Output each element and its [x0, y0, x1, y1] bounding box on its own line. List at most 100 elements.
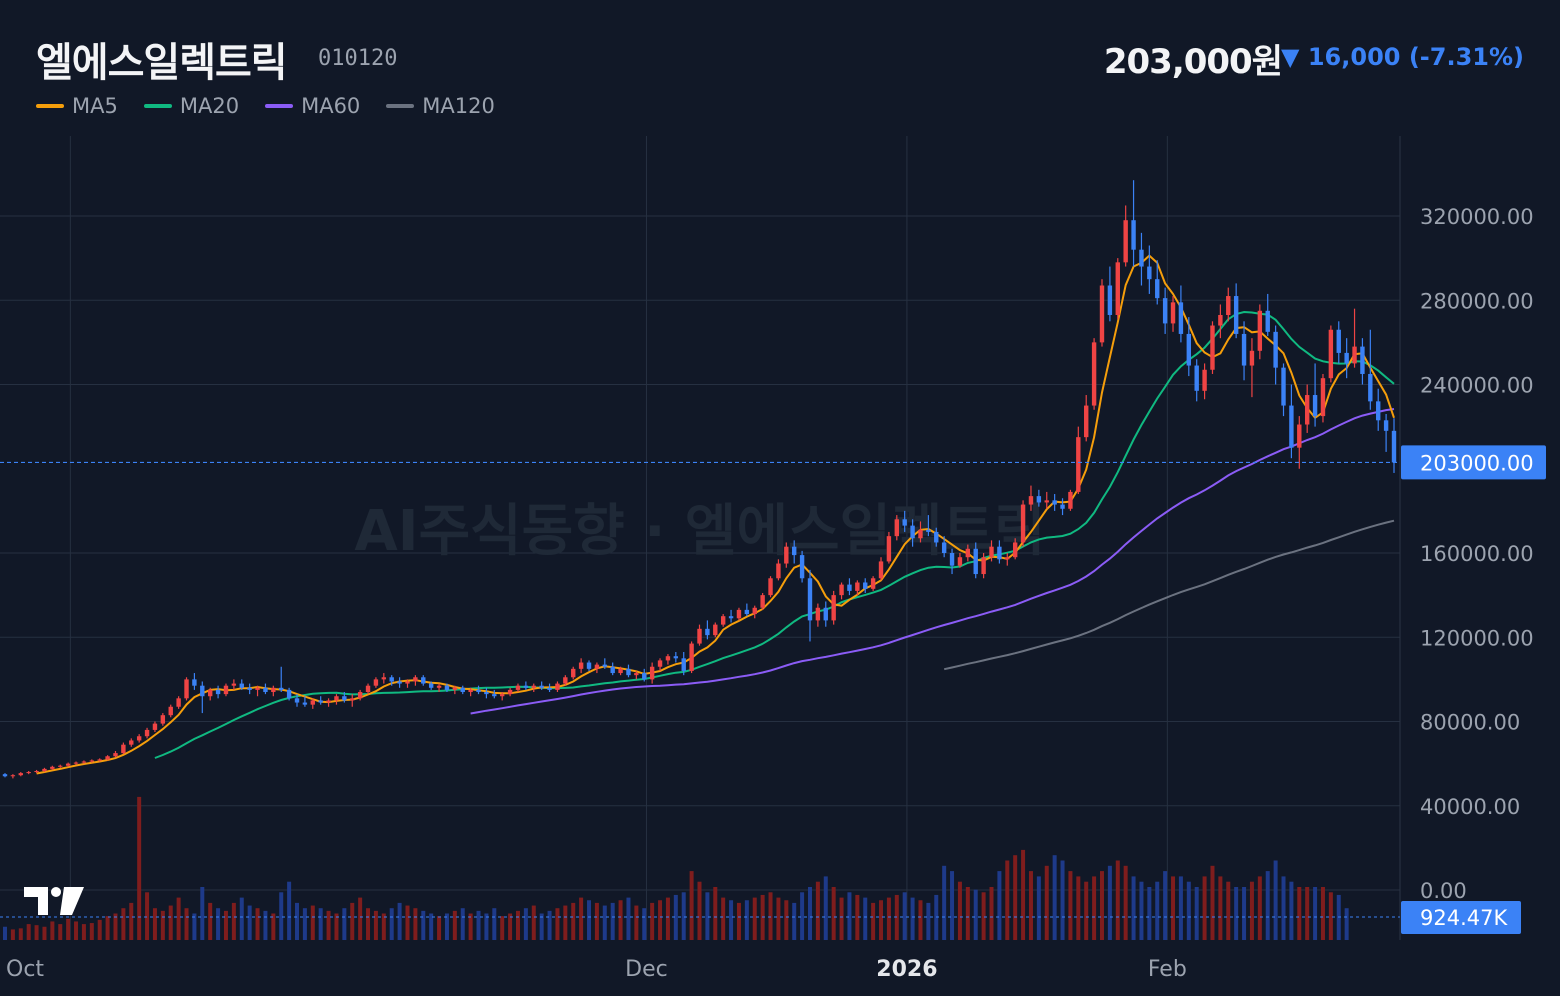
- candle: [286, 687, 292, 701]
- legend-ma5[interactable]: MA5: [36, 94, 118, 118]
- candle: [1155, 260, 1160, 305]
- legend-ma20[interactable]: MA20: [143, 94, 239, 118]
- volume-bar: [989, 887, 994, 940]
- candle-body: [1005, 557, 1010, 560]
- volume-bar: [279, 892, 284, 940]
- volume-bar: [547, 910, 552, 940]
- last-value-markers: 203000.00 924.47K: [0, 445, 1546, 934]
- volume-bar: [1107, 865, 1112, 940]
- candle: [1249, 338, 1255, 398]
- volume-bar: [50, 921, 55, 940]
- candle-body: [223, 685, 229, 695]
- candle-body: [1147, 266, 1152, 280]
- volume-bar: [429, 913, 434, 940]
- candle: [1076, 426, 1081, 495]
- candle-body: [302, 702, 308, 705]
- candle: [105, 755, 110, 761]
- volume-bar: [886, 897, 891, 940]
- candle-body: [736, 609, 742, 619]
- candle: [634, 670, 639, 680]
- candle: [1360, 338, 1365, 385]
- volume-bar: [1344, 908, 1349, 940]
- candle-body: [318, 700, 323, 703]
- legend-ma120[interactable]: MA120: [386, 94, 495, 118]
- candle: [484, 687, 489, 699]
- candle: [1328, 325, 1334, 383]
- candle: [357, 689, 363, 701]
- candle-body: [271, 687, 276, 693]
- candle: [223, 683, 229, 697]
- candle: [523, 681, 529, 690]
- x-tick-label: Feb: [1148, 957, 1187, 982]
- candle: [81, 760, 87, 764]
- volume-bar: [594, 902, 599, 940]
- candle: [1178, 285, 1184, 343]
- candle: [649, 662, 655, 684]
- candle-body: [436, 685, 442, 688]
- candle-body: [1202, 369, 1207, 391]
- candle-body: [160, 715, 166, 724]
- candle: [681, 651, 686, 676]
- candle: [176, 696, 181, 709]
- volume-bar: [121, 908, 126, 940]
- candle: [618, 666, 623, 676]
- candle: [476, 685, 481, 695]
- candle-body: [2, 774, 8, 777]
- y-tick-label: 320000.00: [1420, 205, 1534, 229]
- volume-bar: [1257, 876, 1262, 940]
- ma5-line: [36, 254, 1395, 775]
- candle: [97, 758, 102, 762]
- y-tick-label: 120000.00: [1420, 626, 1534, 650]
- volume-bar: [397, 902, 402, 940]
- volume-bar: [10, 929, 15, 940]
- ma60-line: [470, 408, 1395, 715]
- volume-bar: [1163, 871, 1168, 940]
- candle: [870, 576, 876, 591]
- candle-body: [602, 664, 607, 667]
- candle-body: [673, 656, 679, 659]
- candle-body: [1304, 395, 1310, 425]
- candle-body: [705, 628, 710, 636]
- volume-bar: [302, 908, 307, 940]
- candle-body: [1328, 329, 1334, 379]
- watermark: AI주식동향 · 엘에스일렉트릭: [354, 499, 1045, 564]
- ma20-swatch: [143, 104, 172, 108]
- candle-body: [1123, 220, 1128, 263]
- candle-body: [507, 689, 513, 695]
- candle: [1368, 329, 1373, 410]
- candle-body: [1320, 378, 1326, 417]
- candle-body: [1297, 424, 1302, 448]
- volume-bar: [326, 910, 331, 940]
- candle-body: [1139, 249, 1144, 267]
- grid-lines: [0, 136, 1401, 940]
- candle: [350, 694, 355, 707]
- candle-body: [744, 609, 750, 615]
- candle: [42, 767, 47, 773]
- volume-bar: [555, 908, 560, 940]
- candle-body: [389, 677, 394, 682]
- tradingview-logo-icon[interactable]: [22, 884, 86, 918]
- candle-body: [555, 683, 560, 690]
- volume-bar: [650, 902, 655, 940]
- candle-body: [657, 660, 663, 667]
- candle-body: [847, 584, 852, 591]
- legend-ma60[interactable]: MA60: [265, 94, 360, 118]
- legend-ma5-label: MA5: [72, 94, 118, 118]
- candle: [263, 683, 268, 695]
- candle: [144, 727, 150, 739]
- candle: [594, 662, 600, 674]
- candle-body: [760, 595, 765, 608]
- volume-bar: [1194, 887, 1199, 940]
- volume-bar: [1005, 860, 1010, 940]
- candle: [302, 696, 308, 707]
- volume-bar: [981, 892, 986, 940]
- candle-body: [965, 548, 971, 558]
- candle: [697, 624, 702, 646]
- volume-bar: [1186, 881, 1191, 940]
- candle-body: [184, 679, 189, 699]
- volume-bar: [1084, 881, 1089, 940]
- y-tick-label: 280000.00: [1420, 289, 1534, 313]
- candle: [1336, 321, 1341, 364]
- y-tick-label: 40000.00: [1420, 795, 1520, 819]
